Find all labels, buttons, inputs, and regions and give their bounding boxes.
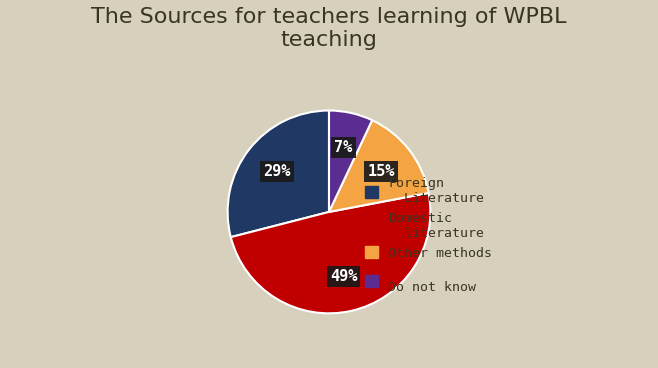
Wedge shape [329, 120, 428, 212]
Text: 49%: 49% [330, 269, 357, 284]
Wedge shape [231, 193, 430, 313]
Title: The Sources for teachers learning of WPBL
teaching: The Sources for teachers learning of WPB… [91, 7, 567, 50]
Wedge shape [329, 110, 372, 212]
Wedge shape [228, 110, 329, 237]
Text: 29%: 29% [263, 164, 291, 179]
Text: 7%: 7% [334, 140, 353, 155]
Text: 15%: 15% [367, 164, 395, 179]
Legend: Foreign
  Literature, Domestic
  literature, Other methods, 
Do not know: Foreign Literature, Domestic literature,… [359, 172, 497, 300]
